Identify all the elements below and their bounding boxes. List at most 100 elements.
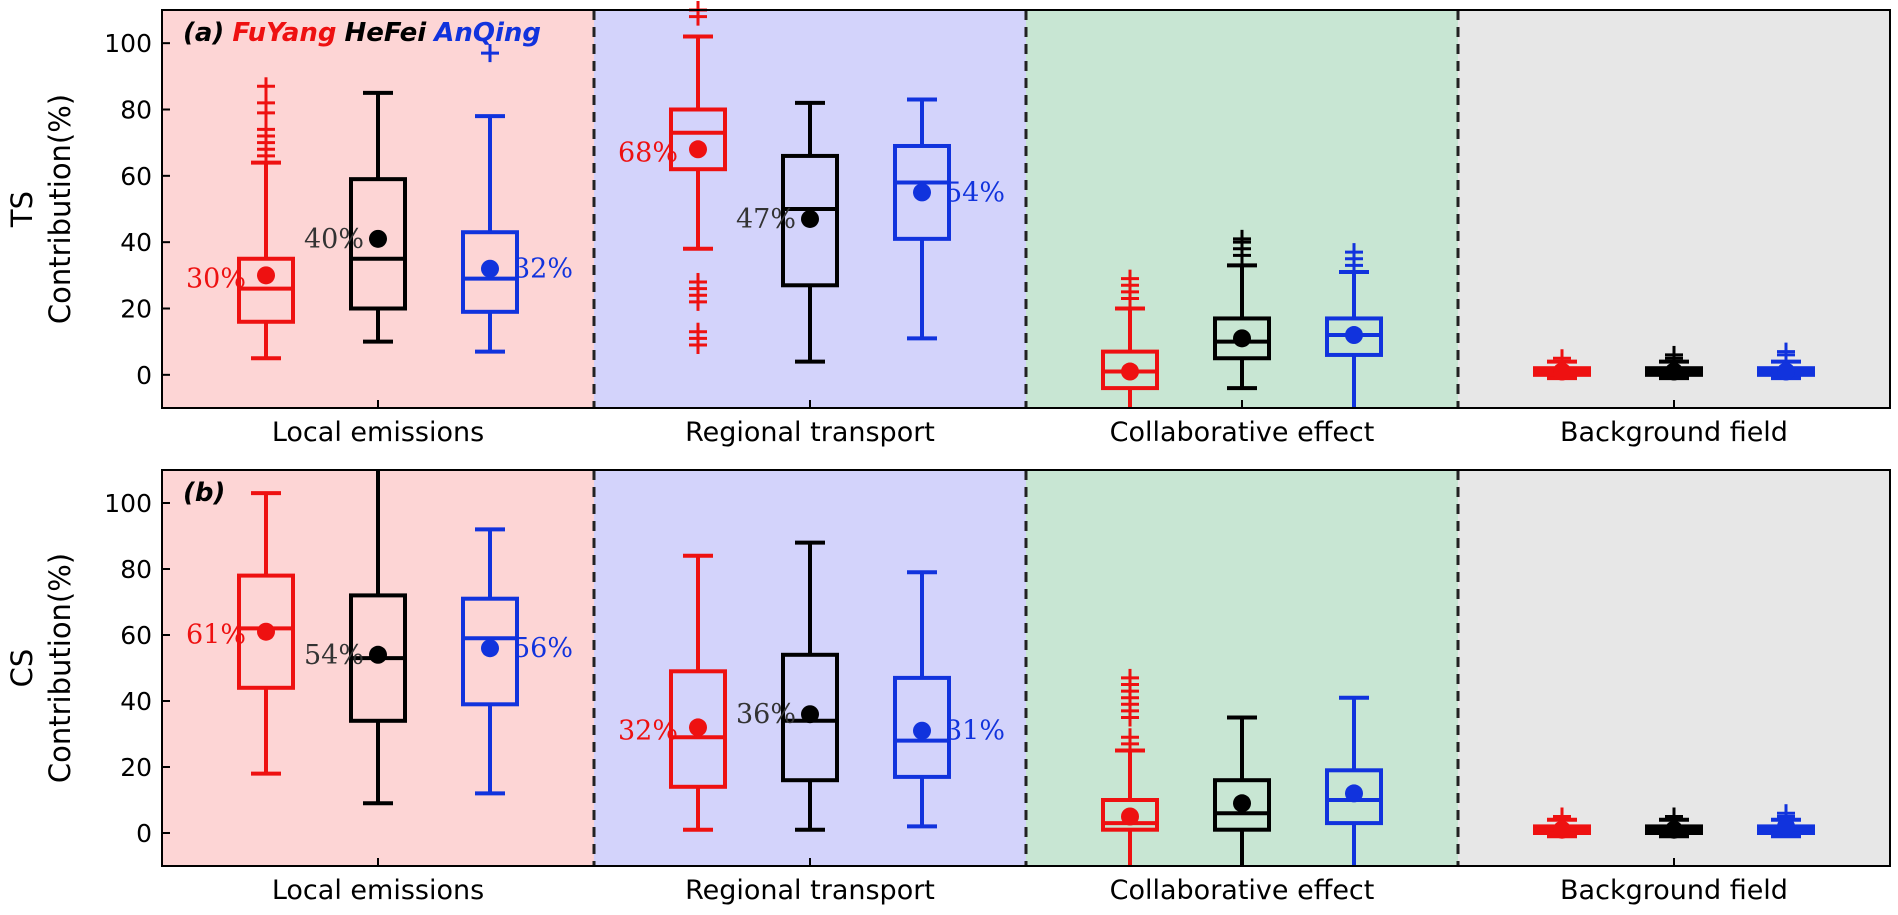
- panel-tag-letter: (b): [183, 478, 225, 508]
- box-iqr: [781, 153, 839, 288]
- box-iqr: [1213, 316, 1271, 361]
- box-fuyang-1: 61%: [186, 491, 295, 776]
- y-axis-label: Contribution(%): [43, 94, 77, 324]
- mean-marker: [1121, 807, 1139, 826]
- box-anqing-4: [1757, 342, 1815, 381]
- box-hefei-1: 40%: [304, 90, 407, 344]
- category-background: [1458, 10, 1890, 408]
- mean-value-label: 36%: [736, 699, 796, 730]
- mean-value-label: 68%: [618, 137, 678, 168]
- x-category-label: Background field: [1560, 875, 1788, 906]
- box-fuyang-2: 68%: [618, 1, 727, 354]
- x-category-label: Collaborative effect: [1110, 417, 1375, 448]
- panel-a: 30% 68% 40% 47% 32% 54% 0 20 40 60 80 100 Local emis…: [5, 1, 1891, 448]
- flier-marker: [1121, 728, 1139, 747]
- mean-marker: [1233, 794, 1251, 813]
- flier-marker: [1233, 229, 1251, 248]
- box-iqr: [349, 177, 407, 311]
- mean-value-label: 47%: [736, 204, 796, 235]
- panel-tag: (b): [183, 478, 225, 508]
- mean-marker: [913, 183, 931, 202]
- mean-value-label: 40%: [304, 224, 364, 255]
- y-tick-label: 40: [120, 687, 152, 716]
- mean-value-label: 30%: [186, 263, 246, 294]
- panel-tag-letter: (a): [183, 18, 224, 48]
- box-anqing-1: 56%: [461, 527, 573, 796]
- mean-marker: [481, 259, 499, 278]
- y-tick-label: 80: [120, 555, 152, 584]
- box-hefei-4: [1645, 807, 1703, 839]
- box-iqr: [1101, 798, 1159, 832]
- mean-marker: [689, 718, 707, 737]
- box-iqr: [237, 573, 295, 690]
- flier-marker: [1665, 345, 1683, 364]
- mean-marker: [369, 229, 387, 248]
- box-fuyang-3: [1101, 269, 1159, 408]
- category-background: [1026, 10, 1458, 408]
- category-background: [1458, 470, 1890, 866]
- y-tick-label: 20: [120, 753, 152, 782]
- mean-value-label: 54%: [304, 640, 364, 671]
- y-tick-label: 60: [120, 162, 152, 191]
- mean-marker: [1665, 362, 1683, 381]
- x-category-label: Regional transport: [685, 417, 935, 448]
- x-category-label: Collaborative effect: [1110, 875, 1375, 906]
- mean-marker: [1553, 820, 1571, 839]
- legend-entry-anqing: AnQing: [432, 18, 541, 48]
- y-tick-label: 80: [120, 96, 152, 125]
- box-hefei-1: 54%: [304, 470, 407, 806]
- box-anqing-3: [1325, 695, 1383, 866]
- box-anqing-1: 32%: [461, 44, 573, 354]
- mean-marker: [481, 639, 499, 658]
- box-anqing-2: 31%: [893, 570, 1005, 829]
- plot-frame: [161, 469, 1891, 867]
- mean-marker: [1121, 362, 1139, 381]
- y-tick-label: 100: [104, 489, 152, 518]
- flier-marker: [257, 93, 275, 112]
- legend-entry-fuyang: FuYang: [232, 18, 336, 48]
- box-hefei-2: 47%: [736, 100, 839, 364]
- panel-tag: (a) FuYang HeFei AnQing: [183, 18, 541, 48]
- y-axis-label-series: CS: [5, 649, 39, 688]
- mean-marker: [1233, 329, 1251, 348]
- box-fuyang-2: 32%: [618, 553, 727, 832]
- flier-marker: [1777, 342, 1795, 361]
- mean-marker: [689, 140, 707, 159]
- box-iqr: [669, 669, 727, 789]
- x-category-label: Background field: [1560, 417, 1788, 448]
- legend-entry-hefei: HeFei: [345, 18, 428, 48]
- mean-value-label: 56%: [513, 633, 573, 664]
- box-iqr: [461, 230, 519, 314]
- flier-marker: [1121, 269, 1139, 288]
- plot-frame: [161, 9, 1891, 409]
- mean-value-label: 54%: [945, 177, 1005, 208]
- mean-value-label: 31%: [945, 716, 1005, 747]
- mean-marker: [1665, 820, 1683, 839]
- mean-marker: [1777, 817, 1795, 836]
- mean-value-label: 32%: [513, 254, 573, 285]
- box-fuyang-4: [1533, 807, 1591, 839]
- flier-marker: [1345, 243, 1363, 262]
- box-iqr: [781, 652, 839, 783]
- x-category-label: Local emissions: [272, 417, 484, 448]
- mean-marker: [1345, 784, 1363, 803]
- mean-marker: [913, 721, 931, 740]
- flier-marker: [481, 44, 499, 63]
- box-iqr: [893, 143, 951, 241]
- flier-marker: [689, 272, 707, 291]
- mean-value-label: 32%: [618, 715, 678, 746]
- box-hefei-3: [1213, 229, 1271, 391]
- mean-marker: [1777, 362, 1795, 381]
- box-iqr: [669, 107, 727, 172]
- mean-marker: [369, 645, 387, 664]
- flier-marker: [689, 322, 707, 341]
- mean-marker: [257, 266, 275, 285]
- y-axis-label-series: TS: [5, 191, 39, 228]
- mean-marker: [801, 209, 819, 228]
- x-category-label: Regional transport: [685, 875, 935, 906]
- x-category-label: Local emissions: [272, 875, 484, 906]
- y-tick-label: 0: [136, 361, 152, 390]
- category-background: [162, 10, 594, 408]
- box-fuyang-1: 30%: [186, 77, 295, 361]
